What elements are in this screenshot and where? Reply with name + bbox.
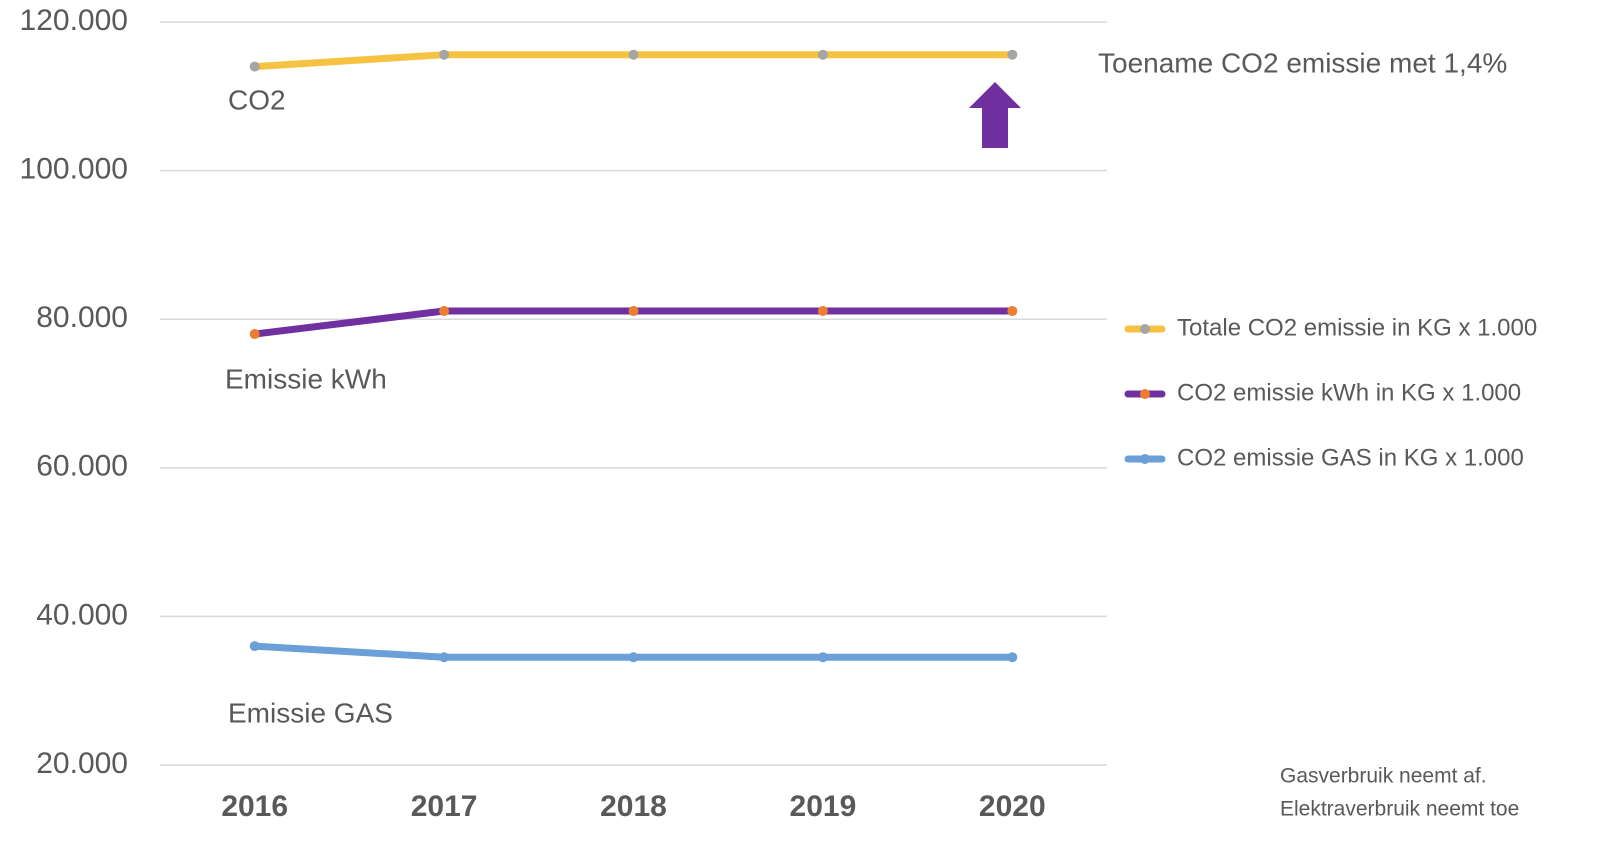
legend-label: CO2 emissie kWh in KG x 1.000: [1177, 379, 1521, 406]
x-tick-label: 2016: [221, 790, 288, 823]
y-tick-label: 40.000: [36, 598, 128, 631]
x-tick-label: 2020: [979, 790, 1046, 823]
note: Gasverbruik neemt af.: [1280, 765, 1487, 788]
data-point: [439, 652, 450, 663]
data-point: [1007, 49, 1018, 60]
x-tick-label: 2019: [790, 790, 857, 823]
y-tick-label: 80.000: [36, 301, 128, 334]
arrow-up: [969, 82, 1021, 148]
y-tick-label: 60.000: [36, 450, 128, 483]
data-point: [249, 61, 260, 72]
data-point: [1007, 652, 1018, 663]
data-point: [817, 306, 828, 317]
data-point: [249, 329, 260, 340]
data-point: [439, 49, 450, 60]
legend-label: CO2 emissie GAS in KG x 1.000: [1177, 444, 1524, 471]
legend-marker: [1140, 389, 1150, 399]
x-tick-label: 2018: [600, 790, 667, 823]
annotation: Toename CO2 emissie met 1,4%: [1098, 47, 1507, 78]
legend-marker: [1140, 454, 1150, 464]
data-point: [628, 49, 639, 60]
note: Elektraverbruik neemt toe: [1280, 798, 1519, 821]
legend-label: Totale CO2 emissie in KG x 1.000: [1177, 314, 1537, 341]
data-point: [1007, 306, 1018, 317]
y-tick-label: 20.000: [36, 747, 128, 780]
annotation: Emissie kWh: [225, 363, 387, 394]
data-point: [249, 641, 260, 652]
legend-marker: [1140, 324, 1150, 334]
x-tick-label: 2017: [411, 790, 478, 823]
data-point: [817, 49, 828, 60]
data-point: [439, 306, 450, 317]
data-point: [628, 652, 639, 663]
annotation: Emissie GAS: [228, 697, 393, 728]
annotation: CO2: [228, 84, 286, 115]
y-tick-label: 100.000: [20, 153, 128, 186]
data-point: [817, 652, 828, 663]
data-point: [628, 306, 639, 317]
y-tick-label: 120.000: [20, 4, 128, 37]
